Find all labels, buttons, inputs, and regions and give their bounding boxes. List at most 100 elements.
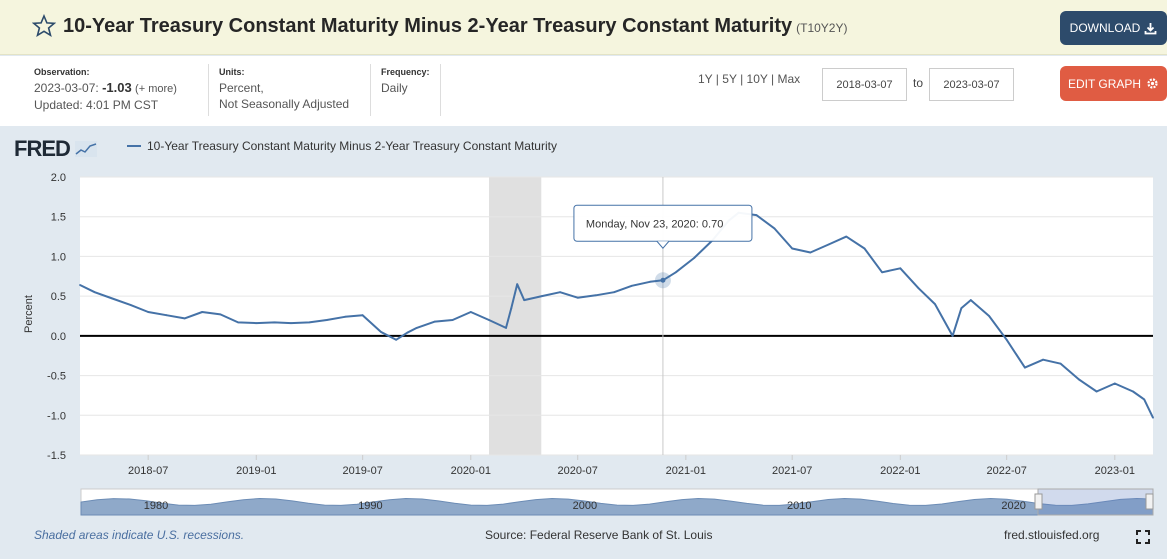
navigator-label: 2010 [787,500,811,512]
source-text: Source: Federal Reserve Bank of St. Loui… [485,528,713,542]
data-point [406,331,409,334]
data-point [1005,338,1008,341]
data-point [613,291,615,294]
fullscreen-icon[interactable] [1136,530,1150,544]
data-point [488,319,490,321]
star-icon[interactable] [32,14,56,38]
data-point [595,294,597,297]
units-line1: Percent, [219,81,264,95]
download-label: DOWNLOAD [1069,21,1141,35]
data-point [165,314,168,317]
data-point [93,291,96,294]
data-point [674,271,677,274]
y-tick-label: -1.5 [47,450,66,462]
tooltip-date: Monday, Nov 23, 2020: [586,218,702,230]
x-tick-label: 2020-01 [451,465,491,477]
data-point [827,243,830,246]
data-point [434,320,436,323]
observation-date: 2023-03-07: [34,81,99,95]
divider [208,64,209,116]
range-1y[interactable]: 1Y [698,72,713,86]
end-date-input[interactable]: 2023-03-07 [929,68,1014,101]
y-tick-label: 1.0 [51,251,66,263]
data-point [469,311,472,313]
data-point [960,307,963,309]
y-tick-label: 0.5 [51,291,66,303]
recession-band [488,177,542,455]
navigator-area [80,497,1154,516]
data-point [201,311,204,313]
navigator-handle[interactable] [1034,493,1043,510]
data-point [273,321,276,324]
data-point [451,319,454,321]
data-point [237,321,240,324]
data-point [693,257,695,259]
x-tick-label: 2019-07 [342,465,382,477]
more-link[interactable]: (+ more) [135,83,177,95]
edit-graph-button[interactable]: EDIT GRAPH [1060,66,1167,101]
edit-graph-label: EDIT GRAPH [1067,76,1142,91]
navigator-label: 1990 [358,500,382,512]
x-tick-label: 2021-07 [772,465,812,477]
site-link[interactable]: fred.stlouisfed.org [1004,528,1100,542]
data-point [755,214,758,217]
updated-text: Updated: 4:01 PM CST [34,98,159,112]
data-point [1059,362,1062,365]
frequency-label: Frequency: [381,67,430,77]
data-point [630,284,633,287]
data-point [325,319,328,321]
range-10y[interactable]: 10Y [746,72,768,86]
data-point [559,291,561,294]
info-bar: Observation: 2023-03-07: -1.03 (+ more) … [0,56,1167,126]
divider [440,64,441,116]
observation-value: -1.03 [102,80,132,95]
y-tick-label: -1.0 [47,410,66,422]
x-tick-label: 2022-07 [986,465,1026,477]
data-point [773,227,776,230]
data-point [308,321,311,324]
data-point [969,299,972,301]
data-point [1078,378,1080,381]
x-tick-label: 2022-01 [880,465,920,477]
tooltip-text: Monday, Nov 23, 2020: 0.70 [586,218,723,230]
observation-label: Observation: [34,67,90,77]
data-point [1095,390,1098,393]
data-point [255,322,258,324]
data-point [344,315,346,318]
series-id: (T10Y2Y) [796,21,848,35]
series-title: 10-Year Treasury Constant Maturity Minus… [63,15,847,38]
range-links: 1Y | 5Y | 10Y | Max [698,72,801,86]
data-point [523,299,526,301]
data-point [183,317,186,320]
hover-marker[interactable] [660,277,666,283]
x-tick-label: 2019-01 [236,465,276,477]
data-point [899,267,902,270]
navigator-handle[interactable] [1145,493,1154,510]
range-max[interactable]: Max [777,72,801,86]
series-title-text: 10-Year Treasury Constant Maturity Minus… [63,15,793,37]
navigator-label: 2000 [573,500,597,512]
frequency-value: Daily [381,81,408,95]
start-date-input[interactable]: 2018-03-07 [822,68,907,101]
title-bar: 10-Year Treasury Constant Maturity Minus… [0,0,1167,55]
data-point [881,271,883,274]
data-point [79,284,81,286]
data-point [361,314,364,317]
data-point [1152,416,1154,419]
data-point [917,287,920,290]
data-point [219,313,222,316]
download-icon [1144,22,1157,34]
data-point [415,327,418,329]
data-point [380,331,382,333]
data-point [505,327,507,329]
range-5y[interactable]: 5Y [722,72,737,86]
gear-icon [1147,78,1158,89]
download-button[interactable]: DOWNLOAD [1060,11,1167,45]
units-label: Units: [219,67,245,77]
data-point [863,247,866,250]
data-point [111,297,114,300]
navigator-selection[interactable] [1037,488,1154,516]
y-tick-label: 1.5 [51,212,66,224]
data-point [541,295,543,297]
